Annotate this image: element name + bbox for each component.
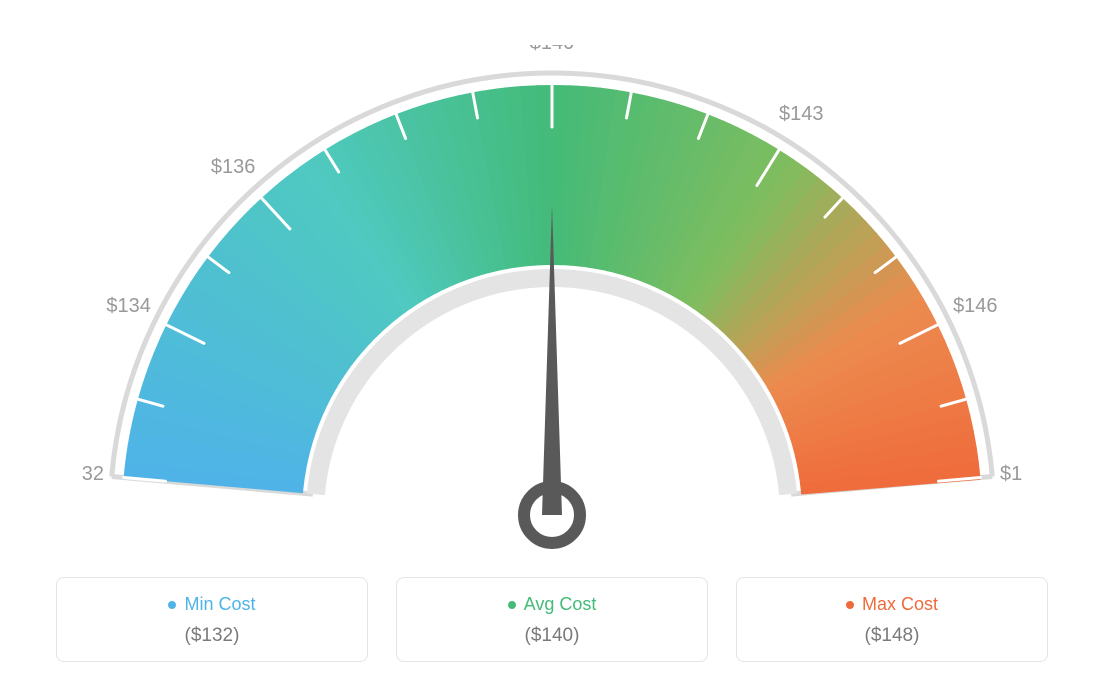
legend-value-avg: ($140) (409, 625, 695, 647)
gauge-tick-label: $143 (779, 103, 824, 125)
gauge-tick-label: $136 (211, 156, 256, 178)
legend-card-max: Max Cost ($148) (736, 577, 1048, 662)
legend-card-min: Min Cost ($132) (56, 577, 368, 662)
legend-title-text: Min Cost (184, 594, 255, 615)
legend-value-max: ($148) (749, 625, 1035, 647)
gauge-tick-label: $146 (953, 295, 998, 317)
legend-title-text: Avg Cost (524, 594, 597, 615)
legend-dot-avg (508, 601, 516, 609)
legend-dot-min (168, 601, 176, 609)
gauge-tick-label: $132 (82, 463, 104, 485)
gauge-tick-label: $140 (530, 45, 575, 54)
legend-dot-max (846, 601, 854, 609)
legend-title-max: Max Cost (846, 594, 938, 615)
legend-title-min: Min Cost (168, 594, 255, 615)
legend-title-text: Max Cost (862, 594, 938, 615)
legend: Min Cost ($132) Avg Cost ($140) Max Cost ($14… (56, 577, 1048, 662)
legend-card-avg: Avg Cost ($140) (396, 577, 708, 662)
cost-gauge: $132 $134 $136 $140 $143 $146 $148 (82, 45, 1022, 555)
legend-title-avg: Avg Cost (508, 594, 597, 615)
gauge-tick-label: $134 (106, 295, 150, 317)
legend-value-min: ($132) (69, 625, 355, 647)
gauge-tick-label: $148 (1000, 463, 1022, 485)
